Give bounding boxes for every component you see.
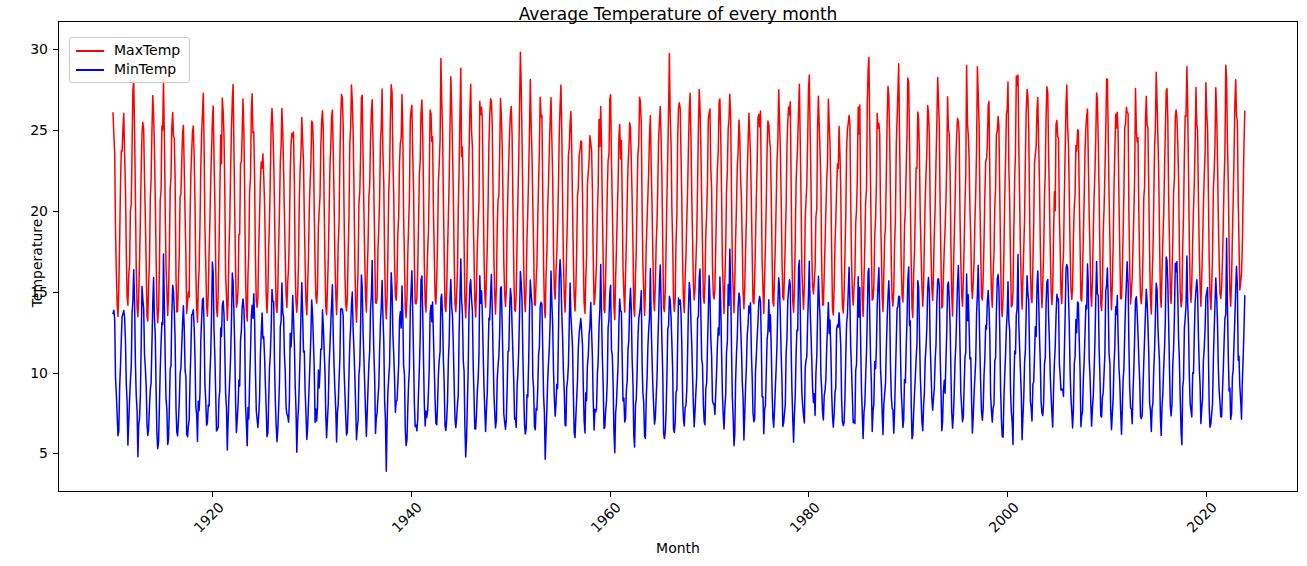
maxtemp-legend-line (76, 50, 104, 52)
mintemp-legend-line (76, 69, 104, 71)
x-axis-label: Month (656, 539, 700, 557)
y-tick-label: 30 (18, 40, 48, 58)
y-tick-label: 20 (18, 202, 48, 220)
y-tick-label: 10 (18, 364, 48, 382)
legend-item-mintemp: MinTemp (76, 60, 180, 79)
figure: Average Temperature of every month Tempe… (0, 0, 1307, 566)
y-tick-label: 25 (18, 121, 48, 139)
mintemp-line (113, 238, 1245, 471)
legend-item-maxtemp: MaxTemp (76, 41, 180, 60)
y-tick-label: 5 (18, 444, 48, 462)
y-tick-label: 15 (18, 283, 48, 301)
maxtemp-line (113, 52, 1245, 323)
legend: MaxTemp MinTemp (69, 37, 190, 83)
maxtemp-legend-label: MaxTemp (114, 42, 180, 59)
mintemp-legend-label: MinTemp (114, 61, 176, 78)
plot-area (0, 0, 1307, 566)
